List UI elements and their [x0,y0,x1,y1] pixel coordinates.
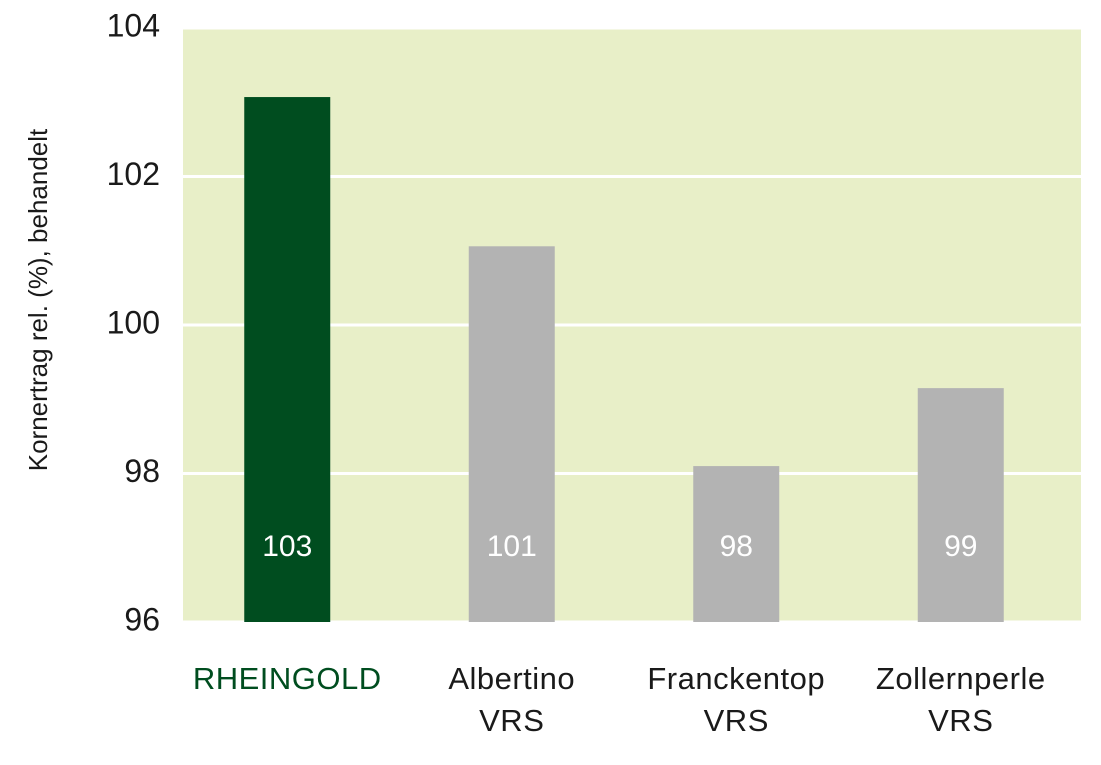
bar [244,97,331,623]
y-tick-label: 102 [107,156,160,192]
y-tick-label: 96 [124,601,160,637]
bar [468,246,555,623]
y-tick-label: 100 [107,304,160,340]
y-axis-title: Kornertrag rel. (%), behandelt [23,128,53,471]
x-tick-label: Franckentop VRS [647,661,826,738]
value-label: 99 [944,530,977,563]
x-tick-label: Zollernperle VRS [875,661,1046,738]
y-tick-label: 104 [107,7,160,43]
bar [693,466,780,622]
value-label: 103 [262,530,312,563]
value-label: 98 [720,530,753,563]
value-label: 101 [487,530,537,563]
y-tick-label: 98 [124,453,160,489]
bar [917,388,1004,622]
x-tick-label: RHEINGOLD [192,661,382,696]
x-tick-label: Albertino VRS [448,661,576,738]
